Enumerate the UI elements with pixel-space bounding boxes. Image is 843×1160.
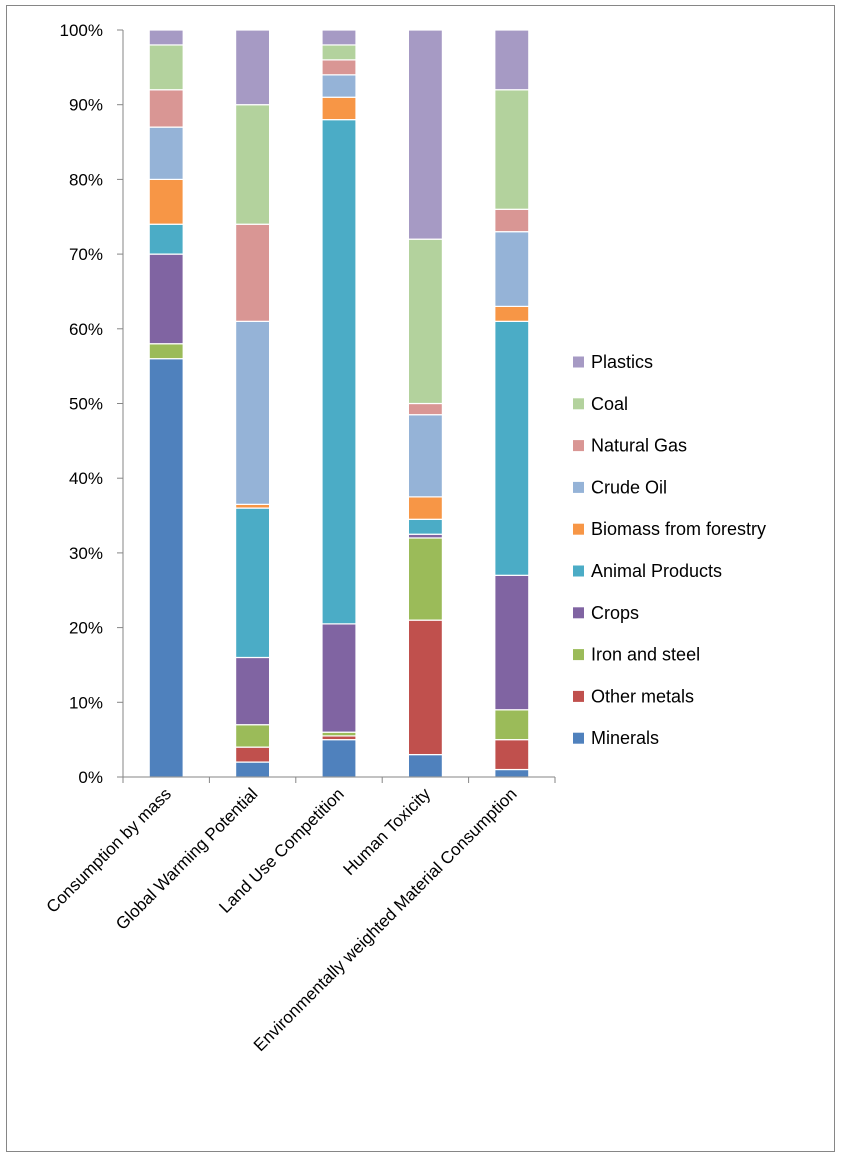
legend-item-8: Other metals: [573, 686, 694, 706]
legend-swatch-5: [573, 565, 584, 577]
bar-segment-2-0: [321, 739, 357, 778]
legend-label-6: Crops: [591, 603, 639, 623]
legend-swatch-6: [573, 607, 584, 619]
bar-segment-2-6: [321, 74, 357, 98]
legend-swatch-7: [573, 649, 584, 661]
bar-segment-3-1: [407, 619, 443, 756]
y-tick-label-3: 30%: [69, 544, 103, 563]
bar-segment-4-4: [494, 320, 530, 576]
legend-item-3: Crude Oil: [573, 477, 667, 497]
legend-label-5: Animal Products: [591, 561, 722, 581]
bar-segment-4-9: [494, 29, 530, 91]
y-tick-label-8: 80%: [69, 170, 103, 189]
legend-item-2: Natural Gas: [573, 436, 687, 456]
bar-segment-4-0: [494, 768, 530, 778]
bar-stacks: [148, 29, 530, 778]
legend-label-8: Other metals: [591, 686, 694, 706]
bar-segment-2-8: [321, 44, 357, 61]
bar-segment-0-2: [148, 343, 184, 360]
legend-label-0: Plastics: [591, 352, 653, 372]
bar-segment-2-9: [321, 29, 357, 46]
bar-segment-0-0: [148, 358, 184, 778]
x-category-label-3: Human Toxicity: [340, 784, 435, 879]
bar-segment-0-6: [148, 126, 184, 181]
bar-segment-4-7: [494, 208, 530, 233]
x-category-label-1: Global Warming Potential: [112, 784, 261, 933]
legend-item-4: Biomass from forestry: [573, 519, 766, 539]
bar-segment-4-2: [494, 709, 530, 741]
y-tick-label-0: 0%: [78, 768, 103, 787]
legend-label-1: Coal: [591, 394, 628, 414]
legend-item-7: Iron and steel: [573, 645, 700, 665]
bar-stack-3: [407, 29, 443, 778]
bar-segment-0-5: [148, 178, 184, 225]
bar-stack-1: [235, 29, 271, 778]
bar-segment-3-8: [407, 238, 443, 405]
legend-label-3: Crude Oil: [591, 477, 667, 497]
bar-segment-3-6: [407, 414, 443, 498]
legend: Plastics Coal Natural Gas Crude Oil Biomass …: [573, 352, 766, 748]
bar-segment-1-9: [235, 29, 271, 106]
legend-swatch-0: [573, 356, 584, 368]
bar-segment-3-5: [407, 496, 443, 520]
legend-swatch-9: [573, 732, 584, 744]
bar-segment-3-0: [407, 753, 443, 778]
bar-segment-2-7: [321, 59, 357, 76]
bar-segment-3-7: [407, 402, 443, 416]
bar-segment-4-1: [494, 739, 530, 771]
legend-label-4: Biomass from forestry: [591, 519, 766, 539]
bar-stack-2: [321, 29, 357, 778]
bar-segment-0-4: [148, 223, 184, 255]
legend-swatch-4: [573, 523, 584, 535]
bar-stack-0: [148, 29, 184, 778]
bar-segment-4-5: [494, 305, 530, 322]
bar-segment-3-4: [407, 518, 443, 535]
legend-label-7: Iron and steel: [591, 645, 700, 665]
y-tick-label-6: 60%: [69, 320, 103, 339]
bar-segment-1-2: [235, 724, 271, 748]
y-tick-label-9: 90%: [69, 96, 103, 115]
legend-swatch-3: [573, 481, 584, 493]
bar-segment-1-0: [235, 761, 271, 778]
bar-segment-1-8: [235, 104, 271, 225]
y-tick-label-10: 100%: [60, 21, 103, 40]
bar-segment-0-7: [148, 89, 184, 128]
legend-swatch-1: [573, 398, 584, 410]
legend-swatch-8: [573, 690, 584, 702]
legend-item-6: Crops: [573, 603, 639, 623]
bar-segment-4-6: [494, 231, 530, 307]
bar-segment-4-8: [494, 89, 530, 210]
bar-segment-4-3: [494, 574, 530, 711]
legend-item-9: Minerals: [573, 728, 659, 748]
bar-segment-2-3: [321, 623, 357, 733]
bar-segment-1-1: [235, 746, 271, 763]
bar-segment-0-3: [148, 253, 184, 345]
bar-segment-2-4: [321, 119, 357, 625]
legend-swatch-2: [573, 440, 584, 452]
y-axis-tick-labels: 0% 10% 20% 30% 40% 50% 60% 70% 80% 90% 100%: [60, 21, 103, 787]
y-tick-label-1: 10%: [69, 693, 103, 712]
y-tick-label-5: 50%: [69, 395, 103, 414]
legend-item-5: Animal Products: [573, 561, 722, 581]
bar-segment-0-9: [148, 29, 184, 46]
bar-segment-1-6: [235, 320, 271, 505]
bar-segment-1-3: [235, 656, 271, 726]
legend-label-2: Natural Gas: [591, 436, 687, 456]
y-tick-label-7: 70%: [69, 245, 103, 264]
legend-item-0: Plastics: [573, 352, 653, 372]
bar-segment-3-2: [407, 537, 443, 621]
y-tick-label-4: 40%: [69, 469, 103, 488]
legend-label-9: Minerals: [591, 728, 659, 748]
axes: [117, 29, 556, 783]
bar-segment-2-5: [321, 96, 357, 121]
bar-segment-0-8: [148, 44, 184, 91]
bar-segment-3-9: [407, 29, 443, 240]
legend-item-1: Coal: [573, 394, 628, 414]
bar-segment-1-7: [235, 223, 271, 322]
bar-segment-1-4: [235, 507, 271, 659]
bar-stack-4: [494, 29, 530, 778]
y-tick-label-2: 20%: [69, 619, 103, 638]
